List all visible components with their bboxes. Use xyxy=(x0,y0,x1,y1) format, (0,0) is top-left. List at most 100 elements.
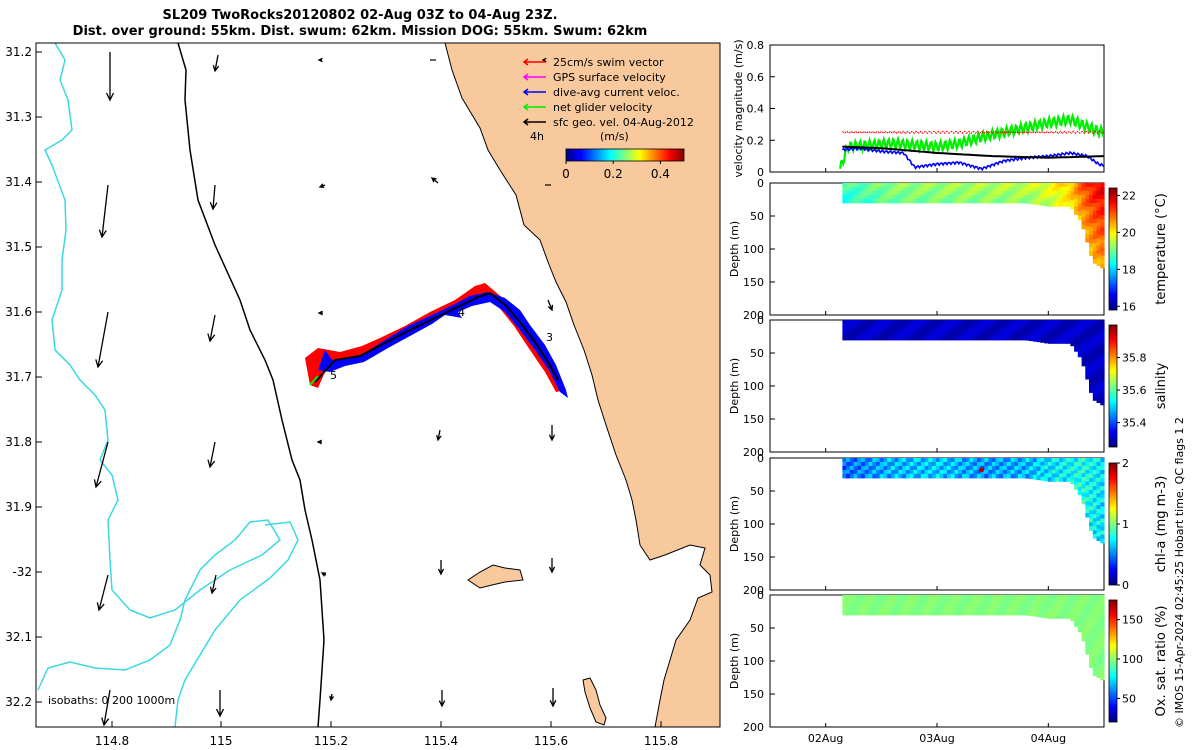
heatmap-cell xyxy=(891,602,896,608)
colorbar-label: temperature (°C) xyxy=(1154,193,1169,305)
heatmap-cell xyxy=(958,595,963,600)
heatmap-cell xyxy=(849,473,855,479)
heatmap-ylabel: Depth (m) xyxy=(728,496,741,552)
heatmap-cell xyxy=(898,462,903,467)
heatmap-cell xyxy=(898,473,903,479)
heatmap-cell xyxy=(849,187,855,192)
heatmap-cell xyxy=(1100,607,1105,612)
heatmap-cell xyxy=(1062,614,1068,619)
heatmap-cell xyxy=(1100,635,1105,640)
heatmap-cell xyxy=(943,324,948,329)
heatmap-cell xyxy=(868,324,873,329)
heatmap-cell xyxy=(973,606,978,612)
heatmap-cell xyxy=(950,320,956,325)
heatmap-cell xyxy=(1066,202,1071,207)
heatmap-cell xyxy=(1081,499,1086,505)
heatmap-cell xyxy=(1055,461,1060,467)
heatmap-cell xyxy=(988,320,993,325)
heatmap-cell xyxy=(1081,458,1086,463)
track-net-band xyxy=(309,375,319,386)
heatmap-cell xyxy=(1066,598,1071,604)
surface-arrow xyxy=(541,57,547,63)
heatmap-cell xyxy=(909,331,914,337)
heatmap-cell xyxy=(1025,332,1030,337)
heatmap-cell xyxy=(1100,328,1105,333)
heatmap-cell xyxy=(849,331,855,337)
heatmap-cell xyxy=(920,331,926,337)
heatmap-cell xyxy=(969,599,974,604)
heatmap-cell xyxy=(965,324,970,329)
heatmap-cell xyxy=(917,469,922,475)
heatmap-cell xyxy=(1003,462,1008,467)
heatmap-cell xyxy=(1040,476,1045,481)
heatmap-cell xyxy=(976,335,982,341)
heatmap-cell xyxy=(1051,190,1056,196)
heatmap-cell xyxy=(1051,339,1056,344)
surface-arrow xyxy=(436,429,442,442)
heatmap-cell xyxy=(1092,623,1098,628)
heatmap-cell xyxy=(1051,335,1056,340)
heatmap-cell xyxy=(1100,675,1105,681)
heatmap-cell xyxy=(909,595,914,600)
heatmap-cell xyxy=(909,469,914,475)
heatmap-cell xyxy=(902,599,907,604)
heatmap-cell xyxy=(1089,376,1094,381)
heatmap-cell xyxy=(962,183,967,188)
legend-label: GPS surface velocity xyxy=(553,71,666,84)
heatmap-cell xyxy=(969,331,974,337)
heatmap-cell xyxy=(868,183,873,188)
heatmap-cell xyxy=(1096,218,1101,223)
heatmap-cell xyxy=(864,473,870,479)
heatmap-cell xyxy=(1025,462,1030,467)
heatmap-cell xyxy=(879,190,884,196)
heatmap-cell xyxy=(917,324,922,329)
legend-swatch xyxy=(522,103,546,111)
heatmap-cell xyxy=(1092,203,1098,208)
heatmap-cell xyxy=(1059,335,1064,340)
heatmap-cell xyxy=(887,198,892,204)
heatmap-ytick-label: 0 xyxy=(757,589,764,602)
heatmap-cell xyxy=(1055,331,1060,336)
heatmap-cell xyxy=(1014,610,1019,616)
heatmap-cell xyxy=(902,194,907,200)
heatmap-cell xyxy=(962,602,967,608)
heatmap-cell xyxy=(1040,323,1045,328)
heatmap-cell xyxy=(1100,534,1105,540)
heatmap-cell xyxy=(883,183,888,188)
heatmap-cell xyxy=(1085,198,1090,204)
heatmap-cell xyxy=(1018,335,1023,341)
heatmap-cell xyxy=(1036,183,1041,188)
heatmap-cell xyxy=(928,602,933,608)
heatmap-cell xyxy=(1081,469,1086,474)
track-label-4: 4 xyxy=(458,306,465,319)
heatmap-cell xyxy=(947,335,952,341)
heatmap-cell xyxy=(1010,187,1015,192)
surface-arrow xyxy=(95,311,109,369)
heatmap-cell xyxy=(1092,466,1098,471)
heatmap-cell xyxy=(1100,526,1105,532)
lat-tick-label: -32 xyxy=(12,565,32,579)
heatmap-cell xyxy=(1070,183,1075,188)
heatmap-cell xyxy=(913,331,918,337)
heatmap-cell xyxy=(928,473,933,479)
colorbar-tick-label: 35.6 xyxy=(1122,384,1147,397)
heatmap-cell xyxy=(864,462,870,467)
surface-arrow xyxy=(212,54,220,73)
heatmap-cell xyxy=(962,331,967,337)
heatmap-cell xyxy=(988,324,993,329)
heatmap-cell xyxy=(913,602,918,608)
heatmap-cell xyxy=(868,187,873,192)
heatmap-cell xyxy=(988,465,993,471)
heatmap-cell xyxy=(1085,485,1090,490)
rottnest-island xyxy=(467,564,524,589)
heatmap-cell xyxy=(943,462,948,467)
heatmap-cell xyxy=(1062,194,1068,199)
heatmap-cell xyxy=(939,331,944,337)
heatmap-cell xyxy=(1081,480,1086,486)
heatmap-cell xyxy=(1096,653,1101,659)
heatmap-cell xyxy=(1100,486,1105,491)
heatmap-cell xyxy=(883,462,888,467)
heatmap-cell xyxy=(857,198,862,204)
heatmap-ytick-label: 50 xyxy=(750,485,764,498)
heatmap-cell xyxy=(943,194,948,200)
